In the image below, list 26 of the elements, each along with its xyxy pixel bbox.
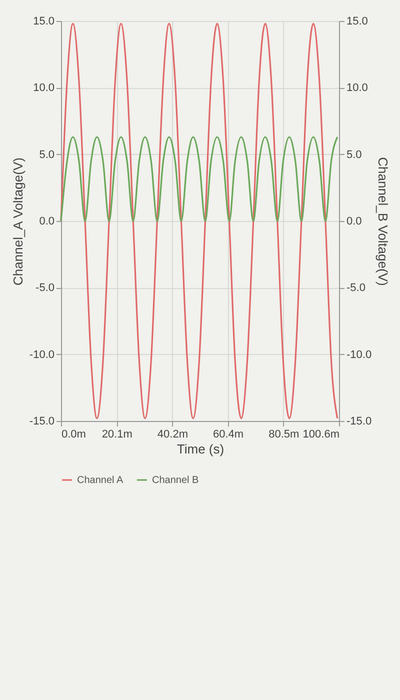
y2-tick-label: 5.0 <box>346 148 362 161</box>
y2-tick-label: -15.0 <box>346 416 372 428</box>
y-tick-label: -15.0 <box>29 416 54 428</box>
y-tick-label: -10.0 <box>29 348 54 361</box>
y2-tick-label: -5.0 <box>346 282 366 294</box>
y-tick-label: 5.0 <box>39 148 54 161</box>
y2-tick-label: 15.0 <box>346 16 368 28</box>
y2-axis-title: Channel_B Voltage(V) <box>376 157 391 286</box>
x-tick-label: 20.1m <box>102 428 132 440</box>
x-tick-label: 60.4m <box>213 428 244 440</box>
y-axis-title: Channel_A Voltage(V) <box>10 158 26 286</box>
x-tick-label: 40.2m <box>157 428 188 440</box>
y2-tick-label: 0.0 <box>346 216 362 228</box>
y-tick-label: 0.0 <box>39 216 54 228</box>
x-axis-title: Time (s) <box>176 442 224 456</box>
x-tick-label: 80.5m <box>268 428 300 440</box>
y-tick-label: 15.0 <box>33 16 54 28</box>
legend-label: Channel B <box>152 475 200 486</box>
x-tick-label: 100.6m <box>302 428 340 440</box>
line-series <box>60 22 338 420</box>
y2-tick-label: 10.0 <box>346 82 368 94</box>
y-tick-label: -5.0 <box>36 282 54 294</box>
x-tick-label: 0.0m <box>62 428 86 440</box>
legend-label: Channel A <box>77 475 124 486</box>
y-tick-label: 10.0 <box>33 82 54 94</box>
y2-tick-label: -10.0 <box>346 348 372 361</box>
